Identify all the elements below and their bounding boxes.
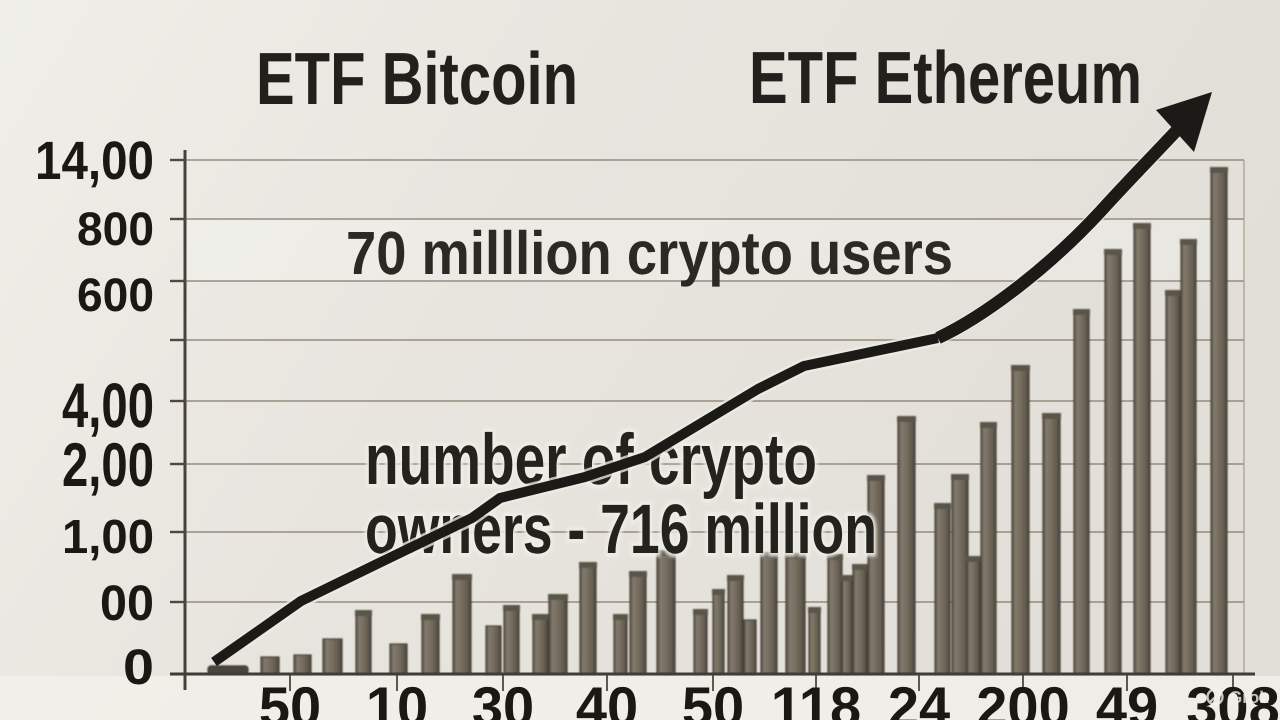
svg-text:00: 00 [100,575,154,631]
svg-text:49: 49 [1096,675,1158,720]
svg-text:ETF Bitcoin: ETF Bitcoin [256,37,578,120]
svg-text:800: 800 [77,202,154,255]
svg-text:308: 308 [1186,675,1279,720]
svg-text:50: 50 [259,675,321,720]
svg-text:600: 600 [77,268,154,321]
svg-text:ETF Ethereum: ETF Ethereum [749,36,1142,119]
svg-text:Grok: Grok [1229,688,1269,707]
svg-text:10: 10 [366,675,428,720]
svg-text:0: 0 [123,639,154,695]
svg-text:24: 24 [888,675,950,720]
svg-text:50: 50 [682,675,744,720]
svg-text:number of crypto: number of crypto [365,420,817,500]
svg-text:200: 200 [976,675,1069,720]
svg-text:118: 118 [771,675,861,720]
svg-text:4,00: 4,00 [62,371,154,441]
svg-text:2,00: 2,00 [62,431,154,500]
svg-text:number of crypto: number of crypto [365,420,817,500]
svg-text:1,00: 1,00 [62,511,154,564]
svg-text:30: 30 [472,675,534,720]
svg-text:14,00: 14,00 [35,131,154,191]
svg-text:40: 40 [576,675,638,720]
svg-text:70 milllion crypto users: 70 milllion crypto users [346,219,953,287]
